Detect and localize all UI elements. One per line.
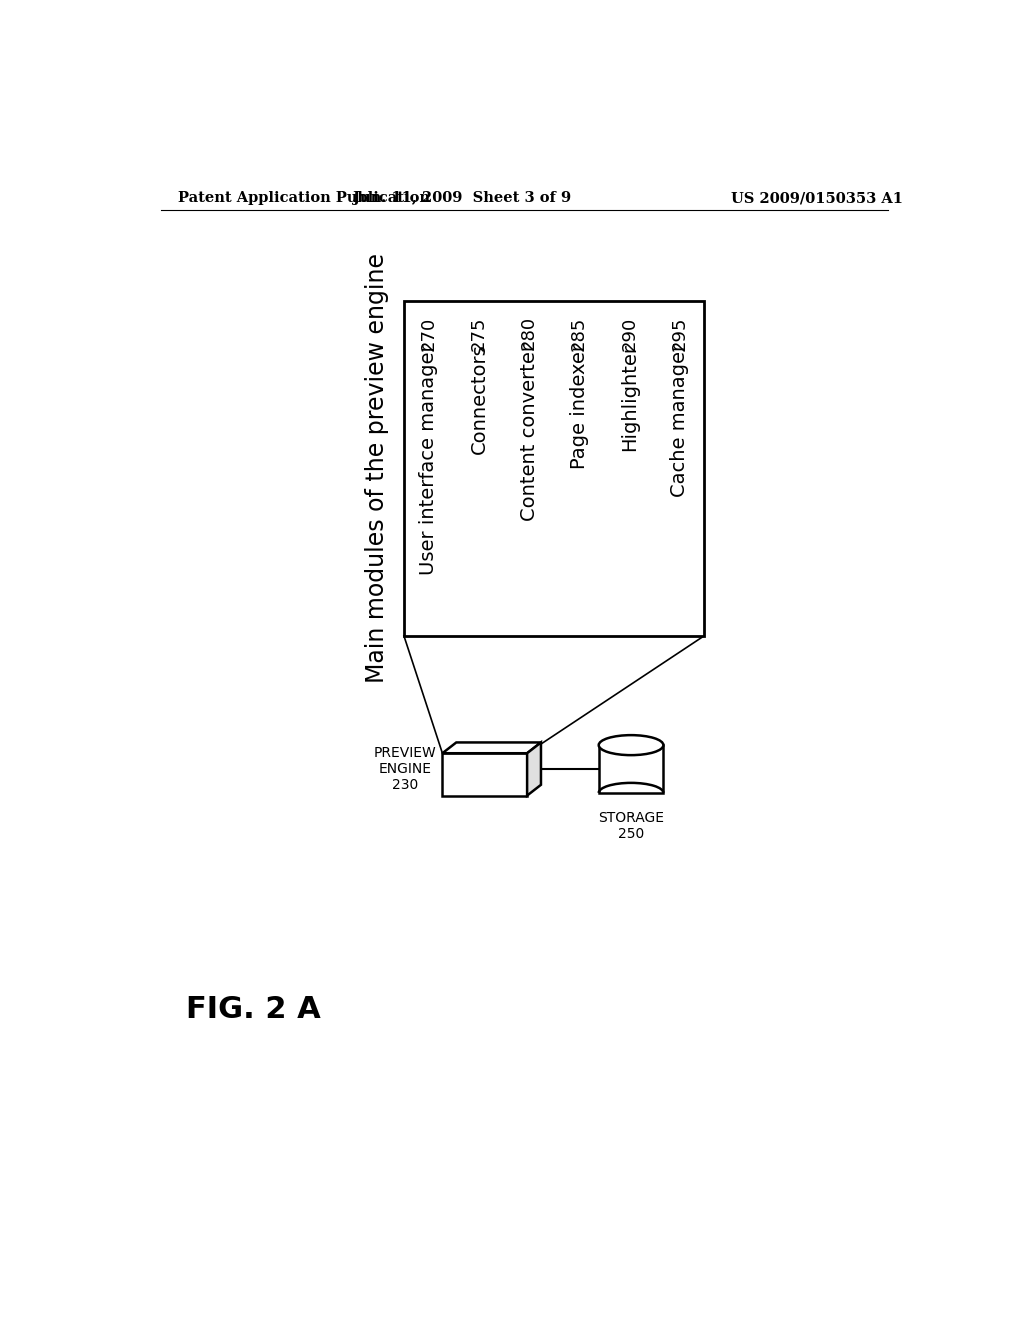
Text: STORAGE
250: STORAGE 250: [598, 810, 664, 841]
Text: 285: 285: [570, 317, 588, 351]
Text: Page indexer: Page indexer: [569, 343, 589, 469]
Text: PREVIEW
ENGINE
230: PREVIEW ENGINE 230: [374, 746, 436, 792]
Polygon shape: [442, 742, 541, 754]
Text: Jun. 11, 2009  Sheet 3 of 9: Jun. 11, 2009 Sheet 3 of 9: [352, 191, 570, 206]
Text: FIG. 2 A: FIG. 2 A: [186, 995, 321, 1024]
Text: Connectors: Connectors: [469, 343, 488, 454]
Text: Content converter: Content converter: [519, 343, 539, 521]
Polygon shape: [527, 742, 541, 796]
Text: Highlighter: Highlighter: [620, 343, 639, 451]
Text: 295: 295: [670, 317, 688, 351]
Ellipse shape: [599, 735, 664, 755]
Text: Patent Application Publication: Patent Application Publication: [178, 191, 430, 206]
Text: US 2009/0150353 A1: US 2009/0150353 A1: [731, 191, 903, 206]
Text: User interface manager: User interface manager: [420, 343, 438, 574]
Bar: [442, 754, 527, 796]
Bar: [599, 744, 664, 793]
Text: 280: 280: [520, 317, 538, 350]
Text: 290: 290: [621, 317, 638, 351]
Text: 275: 275: [470, 317, 488, 351]
Text: Main modules of the preview engine: Main modules of the preview engine: [365, 253, 389, 684]
Bar: [403, 301, 705, 636]
Text: 270: 270: [420, 317, 438, 351]
Text: Cache manager: Cache manager: [670, 343, 689, 498]
